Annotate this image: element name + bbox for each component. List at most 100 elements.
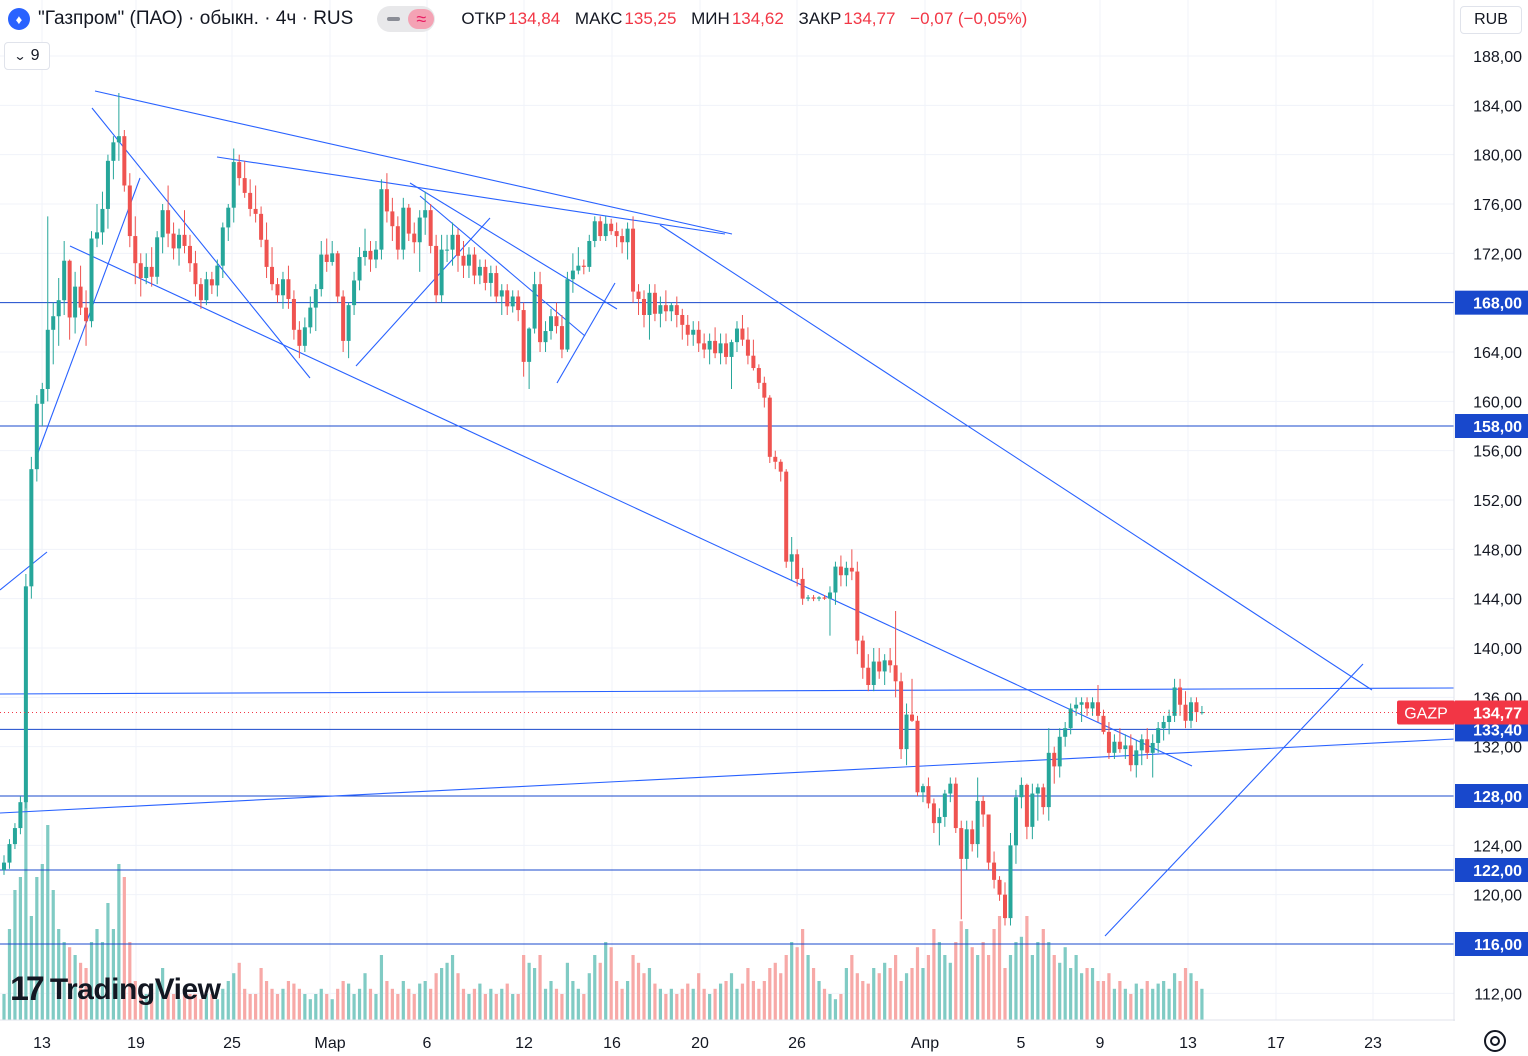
volume-bar — [1069, 968, 1073, 1020]
symbol-tag — [1397, 700, 1455, 725]
volume-bar — [100, 942, 105, 1020]
candle-body — [592, 221, 597, 241]
candle-body — [1188, 702, 1193, 721]
candle-body — [1150, 742, 1155, 753]
volume-bar — [516, 994, 520, 1020]
candle-body — [970, 829, 975, 845]
candle-body — [280, 279, 285, 296]
volume-bar — [489, 988, 493, 1020]
volume-bar — [543, 988, 548, 1020]
volume-bar — [828, 994, 832, 1020]
tradingview-logo[interactable]: 17 TradingView — [10, 970, 221, 1009]
candle-body — [313, 289, 318, 308]
candle-body — [346, 305, 351, 341]
candle-body — [784, 471, 789, 562]
volume-bar — [740, 983, 745, 1020]
x-tick-label: 13 — [33, 1035, 51, 1052]
candle-body — [1008, 845, 1013, 919]
candle-body — [691, 329, 696, 335]
symbol-title[interactable]: "Газпром" (ПАО) · обыкн. · 4ч · RUS — [38, 8, 354, 29]
volume-bar — [642, 973, 646, 1020]
candle-body — [576, 265, 581, 271]
trendline — [91, 107, 311, 379]
volume-bar — [833, 999, 838, 1020]
volume-bar — [171, 994, 176, 1020]
approx-mode-icon[interactable]: ≈ — [408, 9, 435, 29]
candle-body — [647, 292, 652, 315]
open-label: ОТКР — [461, 9, 507, 28]
candle-body — [138, 263, 143, 278]
volume-bar — [13, 890, 17, 1020]
indicators-toggle[interactable]: ⌄ 9 — [4, 42, 50, 70]
candle-body — [942, 793, 947, 817]
y-tick-label: 148,00 — [1473, 542, 1522, 559]
volume-bar — [1107, 973, 1111, 1020]
currency-button[interactable]: RUB — [1460, 6, 1522, 34]
candle-body — [368, 250, 373, 260]
candle-body — [1156, 728, 1161, 743]
candle-body — [56, 300, 61, 317]
volume-bar — [292, 983, 296, 1020]
x-tick-label: 16 — [603, 1035, 621, 1052]
volume-bar — [259, 968, 263, 1020]
trendline — [419, 195, 586, 337]
candle-body — [78, 286, 83, 308]
volume-bar — [275, 994, 280, 1020]
volume-bar — [877, 973, 881, 1020]
candle-body — [855, 571, 860, 641]
volume-bar — [308, 999, 312, 1020]
candle-body — [1106, 731, 1111, 753]
settings-icon[interactable] — [1484, 1030, 1506, 1052]
currency-label: RUB — [1474, 11, 1508, 28]
candle-body — [871, 661, 876, 685]
volume-bar — [784, 955, 788, 1020]
candle-body — [751, 355, 756, 369]
candle-body — [1085, 702, 1090, 709]
x-tick-label: 25 — [223, 1035, 241, 1052]
volume-bar — [319, 988, 323, 1020]
volume-bar — [795, 947, 799, 1020]
volume-bar — [866, 983, 870, 1020]
candle-body — [1101, 715, 1106, 732]
candle-body — [729, 342, 734, 357]
volume-bar — [150, 988, 154, 1020]
volume-bar — [418, 983, 422, 1020]
y-tick-label: 140,00 — [1473, 641, 1522, 658]
candle-body — [937, 816, 942, 824]
tradingview-mark-icon: 17 — [10, 970, 45, 1008]
volume-bar — [106, 903, 110, 1020]
volume-bar — [680, 988, 684, 1020]
volume-bar — [1178, 981, 1182, 1020]
volume-bar — [806, 955, 810, 1020]
candle-body — [882, 660, 887, 672]
candle-body — [603, 223, 608, 237]
volume-bar — [297, 988, 301, 1020]
volume-bar — [899, 981, 903, 1020]
volume-bar — [620, 988, 624, 1020]
candle-body — [166, 210, 171, 234]
candle-body — [51, 316, 56, 330]
volume-bar — [483, 994, 487, 1020]
y-tick-label: 164,00 — [1473, 345, 1522, 362]
volume-bar — [1030, 955, 1034, 1020]
volume-bar — [429, 988, 433, 1020]
volume-bar — [363, 973, 367, 1020]
volume-bar — [396, 994, 400, 1020]
candle-body — [975, 800, 980, 845]
candle-body — [62, 260, 67, 301]
volume-bar — [336, 988, 340, 1020]
last-price-tag — [1455, 700, 1528, 725]
x-tick-label: 20 — [691, 1035, 709, 1052]
candle-body — [67, 260, 72, 318]
volume-bar — [1047, 942, 1051, 1020]
candle-body — [959, 828, 964, 859]
candle-body — [324, 254, 329, 262]
volume-bar — [981, 942, 985, 1020]
volume-bar — [735, 988, 739, 1020]
line-mode-icon[interactable] — [380, 9, 406, 29]
y-tick-label: 144,00 — [1473, 592, 1522, 609]
chart-mode-toggle[interactable]: ≈ — [377, 6, 436, 32]
candle-body — [663, 305, 668, 312]
gazprom-flame-icon[interactable]: ♦ — [8, 8, 30, 30]
